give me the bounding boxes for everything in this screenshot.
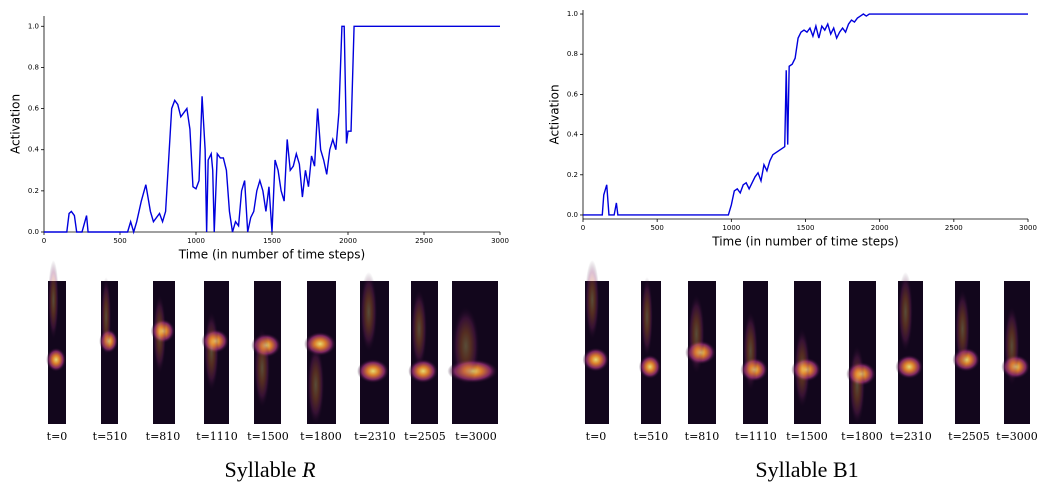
y-tick-label: 0.4 xyxy=(28,146,40,154)
spectrogram xyxy=(150,281,175,424)
spectrogram xyxy=(357,272,389,424)
spectrogram-streak xyxy=(357,359,389,384)
x-tick-label: 500 xyxy=(113,237,126,245)
spectrogram xyxy=(1001,281,1030,424)
x-tick-label: 3000 xyxy=(491,237,509,245)
time-label: t=2310 xyxy=(354,430,396,443)
time-label: t=3000 xyxy=(455,430,497,443)
time-label: t=2505 xyxy=(948,430,990,443)
x-tick-label: 500 xyxy=(650,224,663,232)
spectrogram-noise xyxy=(585,260,600,340)
spectrogram-streak xyxy=(895,354,923,379)
y-tick-label: 1.0 xyxy=(567,10,578,18)
time-label: t=510 xyxy=(634,430,669,443)
y-tick-label: 0.8 xyxy=(28,63,39,71)
time-label: t=810 xyxy=(146,430,181,443)
spectrogram-noise xyxy=(360,272,378,352)
caption-text: Syllable xyxy=(224,457,296,482)
spectrogram xyxy=(447,281,499,424)
y-tick-label: 0.0 xyxy=(567,211,578,219)
caption: Syllable R xyxy=(224,457,316,482)
line xyxy=(583,13,1028,216)
spectrogram-noise xyxy=(955,289,970,369)
spectrogram xyxy=(740,281,768,424)
y-tick-label: 0.2 xyxy=(28,187,39,195)
time-label: t=2310 xyxy=(890,430,932,443)
x-tick-label: 2500 xyxy=(945,224,963,232)
spectrogram-streak xyxy=(46,347,66,372)
spectrogram-noise xyxy=(688,294,705,374)
x-tick-label: 1000 xyxy=(187,237,205,245)
spectrogram xyxy=(582,260,609,424)
spectrogram xyxy=(846,281,877,425)
time-label: t=1500 xyxy=(247,430,289,443)
time-label: t=1800 xyxy=(841,430,883,443)
x-tick-label: 0 xyxy=(42,237,46,245)
x-axis-label: Time (in number of time steps) xyxy=(178,248,365,262)
spectrogram xyxy=(46,260,66,424)
y-tick-label: 0.6 xyxy=(567,90,579,98)
x-tick-label: 1500 xyxy=(797,224,815,232)
spectrogram xyxy=(408,281,438,424)
spectrogram-noise xyxy=(307,345,325,425)
time-label: t=0 xyxy=(47,430,68,443)
x-tick-label: 2000 xyxy=(871,224,889,232)
x-tick-label: 1000 xyxy=(722,224,740,232)
y-tick-label: 0.4 xyxy=(567,131,579,139)
spectrogram-noise xyxy=(1004,306,1020,386)
spectrogram-streak xyxy=(639,354,661,379)
x-tick-label: 1500 xyxy=(263,237,281,245)
y-tick-label: 0.6 xyxy=(28,105,40,113)
spectrogram xyxy=(791,281,822,424)
caption-var: R xyxy=(301,457,316,482)
spectrogram-noise xyxy=(452,306,480,386)
spectrogram xyxy=(201,281,229,424)
y-axis-label: Activation xyxy=(9,94,23,154)
time-label: t=3000 xyxy=(996,430,1037,443)
y-tick-label: 0.2 xyxy=(567,171,578,179)
spectrogram xyxy=(99,277,118,424)
spectrogram xyxy=(304,281,336,425)
spectrogram-noise xyxy=(743,311,758,391)
spectrogram-noise xyxy=(254,328,271,408)
spectrogram-noise xyxy=(153,294,167,374)
x-tick-label: 2000 xyxy=(339,237,357,245)
time-label: t=510 xyxy=(93,430,128,443)
time-label: t=1500 xyxy=(786,430,828,443)
spectrogram-noise xyxy=(641,277,653,357)
x-tick-label: 3000 xyxy=(1019,224,1037,232)
spectrogram-streak xyxy=(582,347,609,372)
spectrogram-noise xyxy=(204,311,219,391)
time-label: t=1800 xyxy=(300,430,342,443)
time-label: t=1110 xyxy=(735,430,777,443)
caption: Syllable B1 xyxy=(755,457,858,482)
spectrogram xyxy=(251,281,281,424)
x-axis-label: Time (in number of time steps) xyxy=(711,235,898,249)
spectrogram-noise xyxy=(898,272,913,352)
caption-var: B1 xyxy=(833,457,859,482)
spectrogram-noise xyxy=(849,345,866,425)
spectrogram xyxy=(952,281,980,424)
spectrogram-noise xyxy=(794,328,811,408)
spectrogram-noise xyxy=(48,260,59,340)
y-tick-label: 1.0 xyxy=(28,22,39,30)
x-tick-label: 0 xyxy=(581,224,585,232)
x-tick-label: 2500 xyxy=(415,237,433,245)
spectrogram-noise xyxy=(411,289,428,369)
line xyxy=(44,25,500,235)
y-tick-label: 0.0 xyxy=(28,228,39,236)
time-label: t=2505 xyxy=(404,430,446,443)
time-label: t=0 xyxy=(586,430,607,443)
time-label: t=810 xyxy=(685,430,720,443)
y-tick-label: 0.8 xyxy=(567,50,578,58)
caption-text: Syllable xyxy=(755,457,827,482)
spectrogram xyxy=(639,277,661,424)
spectrogram-noise xyxy=(101,277,112,357)
spectrogram xyxy=(895,272,923,424)
spectrogram xyxy=(685,281,716,424)
y-axis-label: Activation xyxy=(548,84,562,144)
time-label: t=1110 xyxy=(196,430,238,443)
